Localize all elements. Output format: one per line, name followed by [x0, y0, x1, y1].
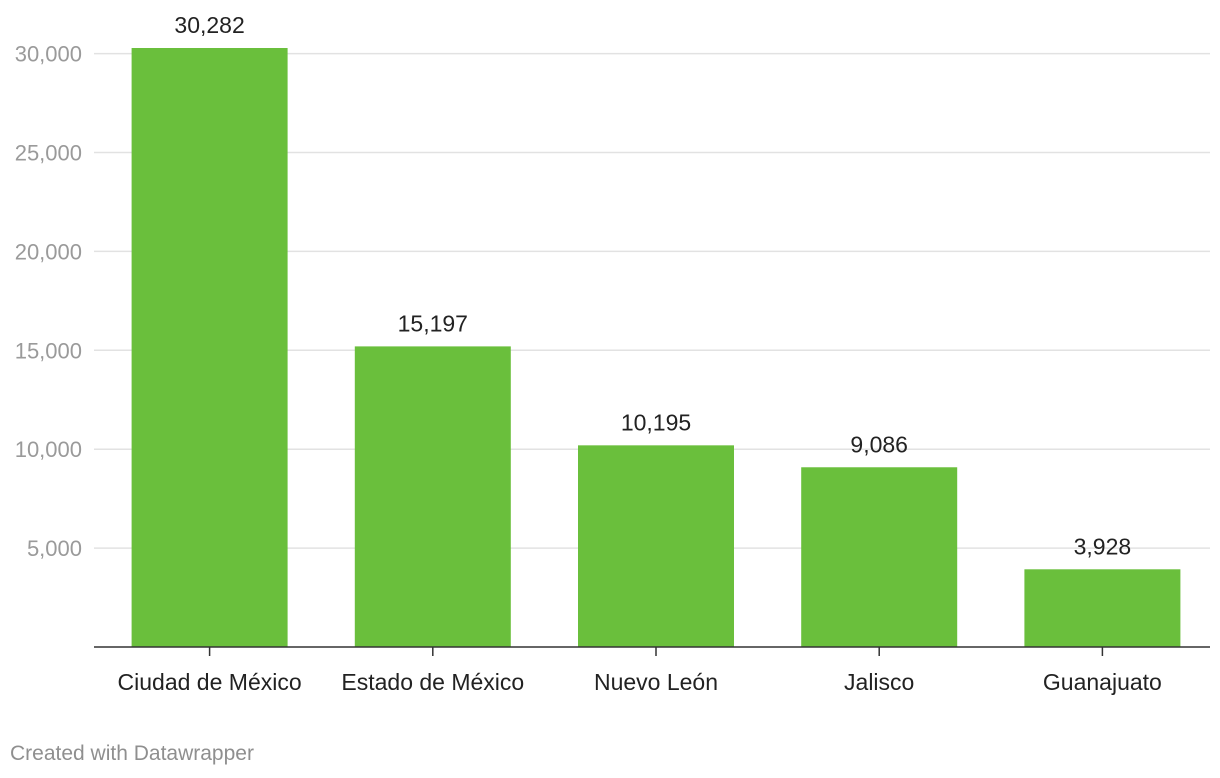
x-tick-label: Guanajuato	[1043, 669, 1162, 695]
y-tick-label: 5,000	[27, 536, 82, 561]
value-label: 10,195	[621, 409, 691, 435]
value-label: 3,928	[1074, 533, 1132, 559]
y-tick-label: 30,000	[15, 42, 82, 67]
y-axis-tick-labels: 5,000 10,000 15,000 20,000 25,000 30,000	[15, 42, 82, 562]
credit-text: Created with Datawrapper	[10, 742, 254, 765]
bar	[354, 346, 511, 647]
bar	[1024, 569, 1181, 647]
bar	[578, 445, 734, 647]
x-axis-ticks	[208, 647, 1104, 656]
bar	[131, 48, 288, 647]
x-tick-label: Ciudad de México	[118, 669, 302, 695]
bars	[131, 48, 1181, 647]
value-label: 9,086	[850, 431, 908, 457]
y-tick-label: 10,000	[15, 437, 82, 462]
x-tick-label: Nuevo León	[594, 669, 718, 695]
value-label: 30,282	[174, 12, 244, 38]
value-label: 15,197	[398, 310, 468, 336]
value-labels: 30,282 15,197 10,195 9,086 3,928	[174, 12, 1131, 559]
x-tick-label: Estado de México	[341, 669, 524, 695]
y-tick-label: 15,000	[15, 338, 82, 363]
bar	[801, 467, 958, 647]
x-tick-label: Jalisco	[844, 669, 914, 695]
x-axis-tick-labels: Ciudad de México Estado de México Nuevo Le…	[118, 669, 1162, 695]
bar-chart: 5,000 10,000 15,000 20,000 25,000 30,000 30,2…	[15, 12, 1210, 695]
y-tick-label: 25,000	[15, 140, 82, 165]
y-tick-label: 20,000	[15, 239, 82, 264]
